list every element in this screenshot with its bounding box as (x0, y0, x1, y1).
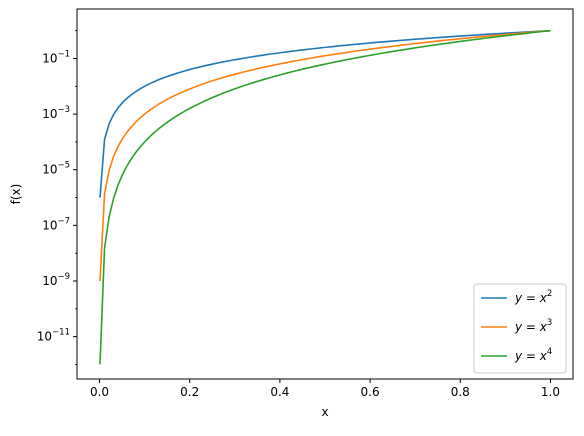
x-tick-label: 0.4 (270, 385, 289, 399)
series-line-x4 (99, 29, 551, 365)
x-tick-label: 0.2 (180, 385, 199, 399)
legend-box (473, 283, 567, 374)
x-tick-label: 0.0 (90, 385, 109, 399)
x-tick-label: 0.8 (451, 385, 470, 399)
y-tick-label: 10−7 (42, 216, 70, 232)
y-axis-label: f(x) (9, 184, 23, 205)
x-axis: 0.0 0.2 0.4 0.6 0.8 1.0 (90, 379, 560, 399)
y-tick-label: 10−11 (37, 328, 70, 344)
legend: y = x2 y = x3 y = x4 (473, 283, 567, 374)
x-tick-label: 0.6 (361, 385, 380, 399)
y-tick-label: 10−9 (42, 272, 70, 288)
x-axis-label: x (321, 405, 328, 419)
legend-entry: y = x2 (514, 289, 552, 305)
y-axis: 10−11 10−9 10−7 10−5 10−3 10−1 (37, 30, 77, 365)
plot-area-frame (76, 8, 574, 380)
y-tick-label: 10−3 (42, 105, 70, 121)
x-tick-label: 1.0 (541, 385, 560, 399)
y-tick-label: 10−5 (42, 161, 70, 177)
y-tick-label: 10−1 (42, 49, 70, 65)
series-line-x3 (99, 29, 551, 282)
plot-lines (99, 29, 551, 365)
series-line-x2 (99, 29, 551, 198)
legend-entry: y = x4 (514, 347, 552, 363)
legend-entry: y = x3 (514, 318, 552, 334)
